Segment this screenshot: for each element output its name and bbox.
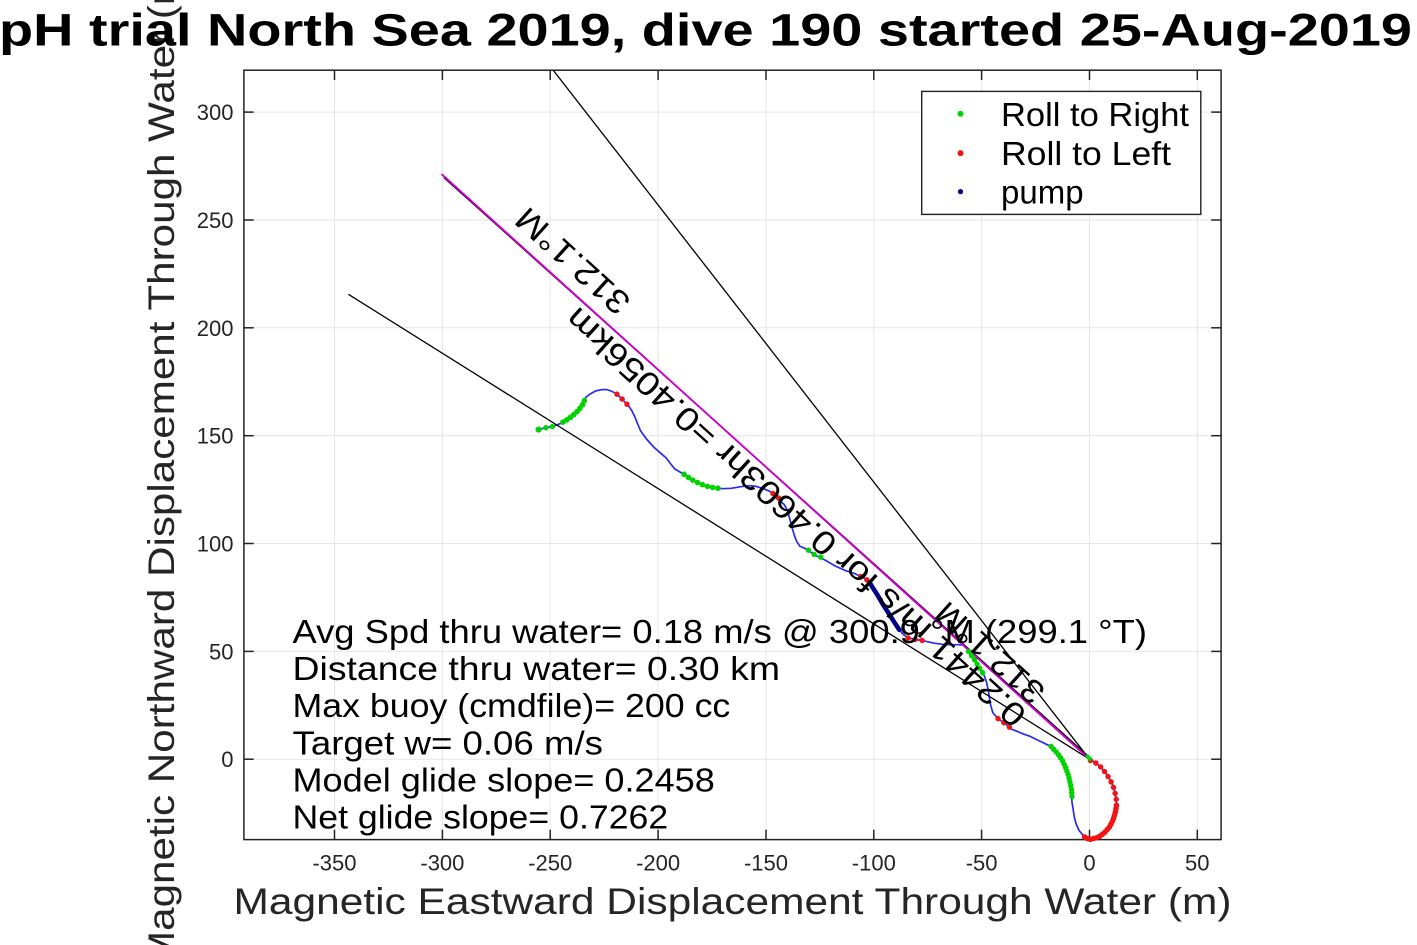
svg-text:-350: -350 — [312, 851, 356, 876]
svg-text:Target w= 0.06 m/s: Target w= 0.06 m/s — [293, 724, 604, 761]
svg-text:Avg Spd thru water= 0.18 m/s: Avg Spd thru water= 0.18 m/s @ 300.9 °M … — [293, 613, 1148, 650]
svg-text:150: 150 — [197, 424, 234, 449]
svg-text:Net glide slope= 0.7262: Net glide slope= 0.7262 — [293, 799, 669, 836]
svg-text:Roll to Left: Roll to Left — [1001, 135, 1171, 172]
svg-text:-300: -300 — [420, 851, 464, 876]
svg-text:Max buoy (cmdfile)= 200 cc: Max buoy (cmdfile)= 200 cc — [293, 687, 731, 724]
svg-text:50: 50 — [209, 639, 233, 664]
svg-text:-200: -200 — [636, 851, 680, 876]
svg-text:Roll to Right: Roll to Right — [1001, 96, 1189, 133]
svg-text:300: 300 — [197, 100, 234, 125]
svg-text:100: 100 — [197, 532, 234, 557]
svg-text:-50: -50 — [966, 851, 998, 876]
svg-text:Model glide slope= 0.2458: Model glide slope= 0.2458 — [293, 761, 715, 798]
svg-text:-250: -250 — [528, 851, 572, 876]
svg-text:0: 0 — [221, 747, 233, 772]
svg-text:200: 200 — [197, 316, 234, 341]
svg-text:pump: pump — [1001, 174, 1084, 211]
svg-text:-150: -150 — [744, 851, 788, 876]
svg-text:250: 250 — [197, 208, 234, 233]
svg-text:Distance thru water= 0.30 km: Distance thru water= 0.30 km — [293, 650, 781, 687]
svg-text:Magnetic Northward Displacemen: Magnetic Northward Displacement Through … — [141, 0, 182, 945]
svg-text:0: 0 — [1083, 851, 1095, 876]
svg-text:-100: -100 — [852, 851, 896, 876]
svg-text:Magnetic Eastward Displacement: Magnetic Eastward Displacement Through W… — [234, 881, 1232, 922]
svg-text:pH trial North Sea 2019, dive: pH trial North Sea 2019, dive 190 starte… — [0, 5, 1412, 56]
svg-text:50: 50 — [1185, 851, 1209, 876]
